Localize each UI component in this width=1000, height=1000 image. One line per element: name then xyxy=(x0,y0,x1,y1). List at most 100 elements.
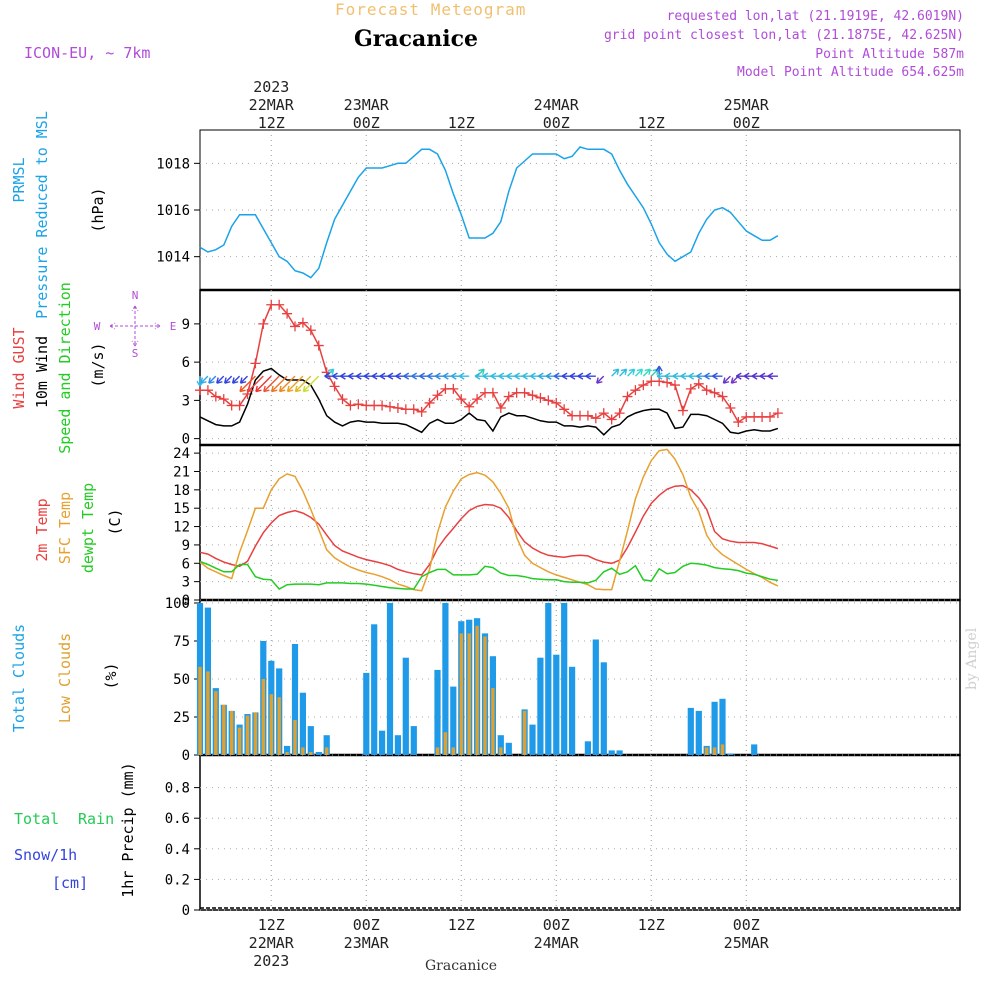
y-tick-label: 100 xyxy=(165,596,190,612)
bottom-time-label: 00Z xyxy=(733,916,760,934)
wind-arrow xyxy=(271,375,288,393)
total-cloud-bar xyxy=(695,710,702,755)
total-cloud-bar xyxy=(529,724,536,755)
total-cloud-bar xyxy=(450,686,457,755)
low-cloud-bar xyxy=(325,747,329,755)
total-cloud-bar xyxy=(394,735,401,755)
total-cloud-bar xyxy=(505,742,512,755)
top-time-label: 25MAR xyxy=(724,96,770,114)
low-cloud-bar xyxy=(443,732,448,755)
low-cloud-bar xyxy=(261,679,265,755)
gust-marker xyxy=(392,403,403,414)
pressure-sublabel: Pressure Reduced to MSL xyxy=(33,111,51,319)
y-tick-label: 21 xyxy=(173,464,190,480)
gust-marker xyxy=(456,394,467,405)
total-cloud-bar xyxy=(592,639,599,755)
total-cloud-bar xyxy=(434,669,441,755)
low-cloud-bar xyxy=(230,710,234,755)
wind-arrow xyxy=(458,372,470,380)
wind-arrow xyxy=(200,375,209,384)
temp-sfc-label: SFC Temp xyxy=(56,492,74,564)
total-cloud-bar xyxy=(386,603,394,755)
top-time-label: 12Z xyxy=(258,114,285,132)
gust-marker xyxy=(709,387,720,398)
gust-marker xyxy=(670,380,680,391)
rain-total-label: Total xyxy=(14,810,59,828)
clouds-unit: (%) xyxy=(102,662,120,689)
low-cloud-bar xyxy=(237,727,242,755)
y-tick-label: 6 xyxy=(182,355,190,371)
y-tick-label: 24 xyxy=(173,446,190,462)
y-tick-label: 0.2 xyxy=(165,872,190,888)
top-time-label: 00Z xyxy=(353,114,380,132)
temp-2m-label: 2m Temp xyxy=(33,498,51,561)
closest-coordinates: grid point closest lon,lat (21.1875E, 42… xyxy=(603,28,964,43)
pressure-line xyxy=(199,146,779,279)
bottom-time-label: 12Z xyxy=(448,916,475,934)
model-label: ICON-EU, ~ 7km xyxy=(24,44,151,62)
low-cloud-bar xyxy=(451,747,455,755)
gust-marker xyxy=(305,325,316,336)
gust-marker xyxy=(519,387,530,398)
gust-marker xyxy=(630,385,641,396)
bottom-time-label: 24MAR xyxy=(534,934,580,952)
total-cloud-bar xyxy=(545,603,552,755)
gust-marker xyxy=(472,394,483,405)
total-cloud-bar xyxy=(410,726,417,755)
bottom-time-label: 12Z xyxy=(258,916,285,934)
panel-frame-precipitation xyxy=(199,754,961,911)
bottom-time-label: 23MAR xyxy=(344,934,390,952)
low-cloud-bar xyxy=(720,744,725,755)
bottom-time-label: 00Z xyxy=(543,916,570,934)
low-cloud-bar xyxy=(309,752,313,755)
y-tick-label: 12 xyxy=(173,520,190,536)
y-tick-label: 0.8 xyxy=(165,781,190,797)
wind-arrow xyxy=(596,375,605,384)
total-cloud-bar xyxy=(719,698,726,755)
low-cloud-bar xyxy=(277,697,281,755)
gust-marker xyxy=(622,391,633,402)
low-cloud-bar xyxy=(435,747,440,755)
gust-marker xyxy=(313,340,324,351)
wind-arrow xyxy=(722,375,731,384)
y-tick-label: 0 xyxy=(182,903,190,919)
wind-arrow xyxy=(263,375,280,393)
wind-arrow xyxy=(294,375,312,393)
chart-title: Forecast Meteogram xyxy=(335,0,527,19)
model-altitude: Model Point Altitude 654.625m xyxy=(737,65,964,80)
gust-marker xyxy=(250,358,261,369)
gust-marker xyxy=(234,400,245,411)
wind-arrow xyxy=(619,368,628,377)
low-cloud-bar xyxy=(269,694,273,755)
low-cloud-bar xyxy=(459,633,463,755)
gust-marker xyxy=(527,390,538,401)
total-cloud-bar xyxy=(291,644,299,755)
wind-unit: (m/s) xyxy=(89,342,107,387)
gust-marker xyxy=(448,383,459,394)
snow-label: Snow/1h xyxy=(14,846,77,864)
temperature-line-2 xyxy=(199,560,779,590)
gust-marker xyxy=(290,321,300,332)
gust-marker xyxy=(432,390,443,401)
wind-arrow xyxy=(247,375,264,393)
low-cloud-bar xyxy=(245,715,250,755)
wind-arrow xyxy=(239,375,248,384)
y-tick-label: 0 xyxy=(182,748,190,764)
total-cloud-bar xyxy=(315,752,322,755)
low-cloud-bar xyxy=(222,704,226,755)
wind-arrow xyxy=(627,368,636,377)
temperature-unit: (C) xyxy=(106,508,124,535)
top-time-label: 00Z xyxy=(543,114,570,132)
gust-marker xyxy=(677,405,688,416)
wind-arrow xyxy=(712,372,723,380)
y-tick-label: 9 xyxy=(182,317,190,333)
top-time-label: 00Z xyxy=(733,114,760,132)
y-tick-label: 25 xyxy=(173,710,190,726)
total-cloud-bar xyxy=(727,753,734,755)
total-cloud-bar xyxy=(569,666,576,755)
gust-marker xyxy=(725,403,736,414)
total-cloud-bar xyxy=(561,603,568,755)
location-name: Gracanice xyxy=(354,26,479,52)
y-tick-label: 1016 xyxy=(156,203,190,219)
gust-marker xyxy=(258,318,269,329)
